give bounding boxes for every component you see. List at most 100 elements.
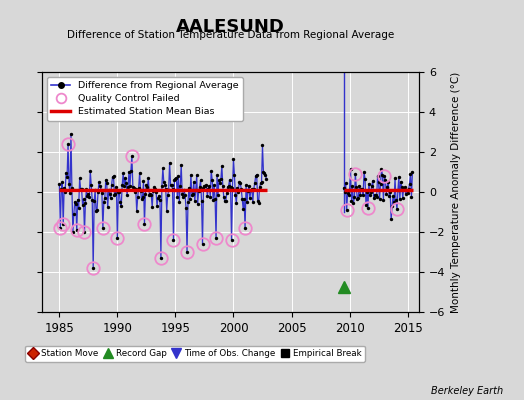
Point: [362, 202, 370, 208]
Point: [368, 182, 376, 189]
Point: [258, 142, 267, 149]
Point: [249, 186, 258, 192]
Point: [360, 168, 368, 175]
Point: [216, 180, 224, 186]
Point: [80, 229, 89, 235]
Point: [124, 184, 132, 190]
Point: [130, 189, 139, 196]
Point: [132, 186, 140, 192]
Point: [407, 194, 416, 200]
Point: [185, 196, 194, 202]
Point: [373, 194, 381, 200]
Point: [399, 195, 407, 201]
Text: AALESUND: AALESUND: [176, 18, 285, 36]
Point: [114, 189, 123, 195]
Point: [212, 235, 220, 241]
Point: [250, 180, 259, 186]
Point: [386, 188, 395, 195]
Point: [160, 182, 169, 188]
Point: [146, 191, 155, 198]
Point: [359, 192, 367, 198]
Point: [402, 187, 411, 193]
Point: [384, 179, 392, 185]
Point: [171, 176, 180, 182]
Point: [207, 168, 215, 174]
Point: [380, 173, 389, 179]
Point: [201, 183, 210, 189]
Point: [382, 190, 390, 197]
Point: [243, 199, 251, 206]
Point: [115, 189, 124, 196]
Point: [168, 186, 177, 192]
Point: [357, 186, 365, 192]
Point: [61, 188, 69, 195]
Point: [56, 225, 64, 231]
Point: [345, 187, 354, 193]
Point: [374, 179, 383, 186]
Point: [206, 193, 214, 200]
Point: [204, 186, 213, 192]
Point: [140, 221, 149, 227]
Point: [256, 180, 265, 186]
Point: [149, 188, 157, 194]
Point: [227, 237, 236, 243]
Point: [122, 180, 130, 186]
Point: [178, 191, 187, 198]
Point: [385, 193, 394, 199]
Point: [232, 200, 241, 206]
Point: [215, 177, 223, 184]
Point: [133, 208, 141, 214]
Point: [356, 192, 364, 198]
Point: [398, 184, 406, 191]
Point: [176, 183, 184, 189]
Point: [248, 186, 256, 192]
Point: [185, 184, 193, 191]
Point: [395, 174, 403, 180]
Point: [120, 183, 128, 190]
Point: [211, 196, 219, 202]
Legend: Difference from Regional Average, Quality Control Failed, Estimated Station Mean: Difference from Regional Average, Qualit…: [47, 77, 243, 121]
Point: [228, 185, 237, 192]
Point: [58, 179, 67, 186]
Point: [239, 205, 247, 212]
Point: [156, 197, 164, 203]
Point: [233, 184, 242, 191]
Point: [166, 160, 174, 166]
Point: [152, 189, 160, 195]
Point: [103, 180, 111, 187]
Point: [231, 192, 239, 199]
Point: [145, 191, 154, 198]
Point: [100, 198, 108, 205]
Point: [230, 156, 238, 162]
Point: [346, 166, 355, 172]
Point: [247, 187, 255, 193]
Point: [190, 179, 198, 185]
Point: [406, 171, 414, 177]
Point: [363, 189, 371, 195]
Point: [170, 177, 179, 183]
Point: [245, 182, 253, 189]
Point: [340, 184, 348, 191]
Point: [95, 179, 103, 185]
Point: [253, 172, 261, 178]
Point: [99, 225, 107, 231]
Point: [85, 194, 93, 201]
Point: [104, 187, 113, 194]
Point: [387, 216, 395, 222]
Point: [136, 188, 145, 194]
Point: [121, 174, 129, 181]
Point: [226, 184, 235, 190]
Point: [57, 186, 66, 192]
Point: [210, 182, 219, 188]
Point: [220, 194, 228, 200]
Point: [396, 196, 404, 202]
Point: [112, 184, 121, 190]
Point: [260, 170, 269, 176]
Point: [135, 184, 143, 191]
Point: [64, 141, 72, 147]
Point: [397, 178, 405, 185]
Point: [355, 182, 364, 189]
Point: [87, 182, 95, 188]
Point: [172, 175, 181, 182]
Point: [392, 196, 400, 203]
